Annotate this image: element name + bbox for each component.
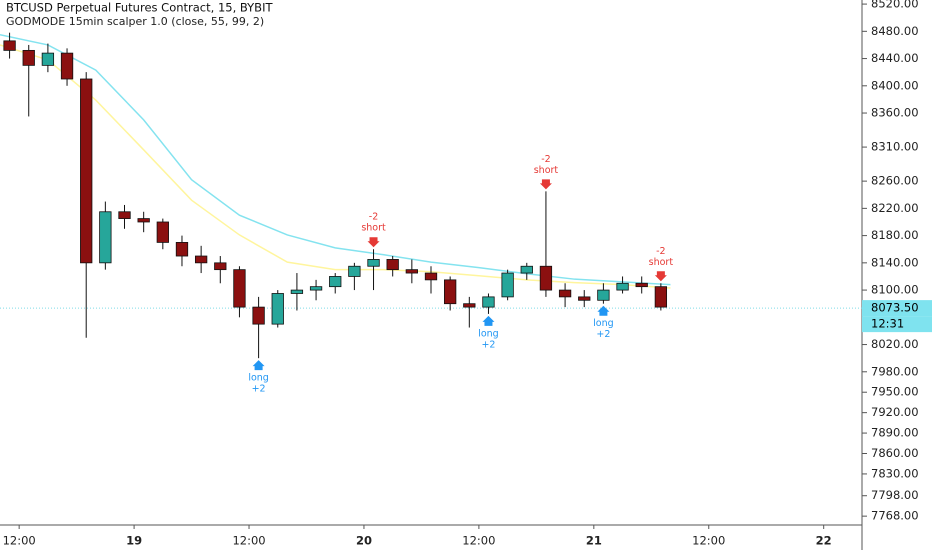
last-price-box (862, 300, 932, 317)
y-tick-label: 7830.00 (871, 466, 919, 480)
candle-body (424, 272, 438, 281)
signal-label: +2 (596, 329, 610, 340)
y-tick-label: 7798.00 (871, 488, 919, 502)
candle-body (252, 306, 265, 325)
candle-body (539, 265, 553, 291)
y-tick-label: 7890.00 (871, 426, 919, 440)
y-tick-label: 8310.00 (871, 140, 919, 154)
x-tick-label: 12:00 (3, 534, 36, 548)
signal-label: long (593, 318, 614, 329)
signal-label: +2 (481, 339, 495, 350)
candle-body (654, 286, 668, 308)
chart-title: BTCUSD Perpetual Futures Contract, 15, B… (6, 1, 273, 15)
candle-body (175, 242, 189, 257)
candle-body (444, 279, 457, 305)
countdown-box (862, 316, 932, 333)
candle-body (386, 259, 399, 271)
y-tick-label: 8520.00 (871, 0, 919, 11)
y-tick-label: 8360.00 (871, 106, 919, 120)
x-tick-label: 21 (586, 534, 602, 548)
short-arrow (654, 271, 667, 282)
candle-body (463, 303, 476, 308)
x-tick-label: 19 (126, 534, 142, 548)
y-tick-label: 8100.00 (871, 283, 919, 297)
candle-body (118, 211, 131, 219)
signal-label: long (248, 373, 269, 384)
x-tick-label: 20 (356, 534, 372, 548)
signal-label: +2 (252, 384, 266, 395)
y-tick-label: 8020.00 (871, 337, 919, 351)
candle-body (3, 40, 16, 51)
y-tick-label: 7768.00 (871, 509, 919, 523)
y-tick-label: 7920.00 (871, 405, 919, 419)
candle-body (60, 52, 74, 80)
signal-label: -2 (541, 154, 550, 165)
candle-body (329, 276, 342, 288)
x-tick-label: 12:00 (462, 534, 495, 548)
y-tick-label: 8480.00 (871, 24, 919, 38)
long-arrow (482, 315, 495, 326)
candle-body (348, 265, 361, 277)
candle-body (290, 289, 304, 294)
candle-body (482, 296, 495, 308)
candle-body (41, 52, 55, 66)
signal-label: long (478, 328, 499, 339)
last-price-label: 8073.50 (871, 301, 919, 315)
signal-label: short (361, 223, 386, 234)
y-tick-label: 8140.00 (871, 255, 919, 269)
candle-body (558, 289, 572, 298)
signal-label: short (649, 257, 674, 268)
candle-body (99, 211, 112, 264)
y-tick-label: 8260.00 (871, 174, 919, 188)
y-tick-label: 7860.00 (871, 446, 919, 460)
short-arrow (367, 237, 380, 248)
candle-body (367, 259, 380, 267)
x-tick-label: 12:00 (232, 534, 265, 548)
y-tick-label: 8440.00 (871, 51, 919, 65)
candle-body (80, 78, 93, 264)
long-arrow (597, 305, 610, 316)
candle-body (309, 286, 323, 291)
moving-average (0, 33, 671, 286)
y-tick-label: 8400.00 (871, 78, 919, 92)
x-tick-label: 12:00 (692, 534, 725, 548)
candle-body (194, 255, 208, 264)
y-tick-label: 7980.00 (871, 364, 919, 378)
y-tick-label: 8180.00 (871, 228, 919, 242)
long-arrow (252, 360, 265, 371)
candle-body (635, 282, 648, 288)
moving-average (0, 44, 671, 289)
short-arrow (539, 179, 552, 190)
candle-body (233, 269, 246, 308)
candle-body (520, 265, 533, 274)
candle-body (616, 282, 629, 291)
x-tick-label: 22 (816, 534, 832, 548)
indicator-title: GODMODE 15min scalper 1.0 (close, 55, 99… (6, 15, 264, 28)
candle-body (156, 221, 169, 243)
y-tick-label: 7950.00 (871, 385, 919, 399)
candle-body (22, 49, 35, 66)
candle-body (597, 289, 610, 301)
candle-body (271, 293, 284, 325)
candle-body (578, 296, 591, 301)
candle-body (501, 272, 514, 298)
y-tick-label: 8220.00 (871, 201, 919, 215)
candle-body (405, 269, 418, 274)
signal-label: short (534, 165, 559, 176)
candle-body (214, 262, 227, 271)
signal-label: -2 (369, 212, 378, 223)
candle-body (137, 218, 150, 223)
countdown-label: 12:31 (871, 317, 904, 331)
signal-label: -2 (656, 246, 665, 257)
